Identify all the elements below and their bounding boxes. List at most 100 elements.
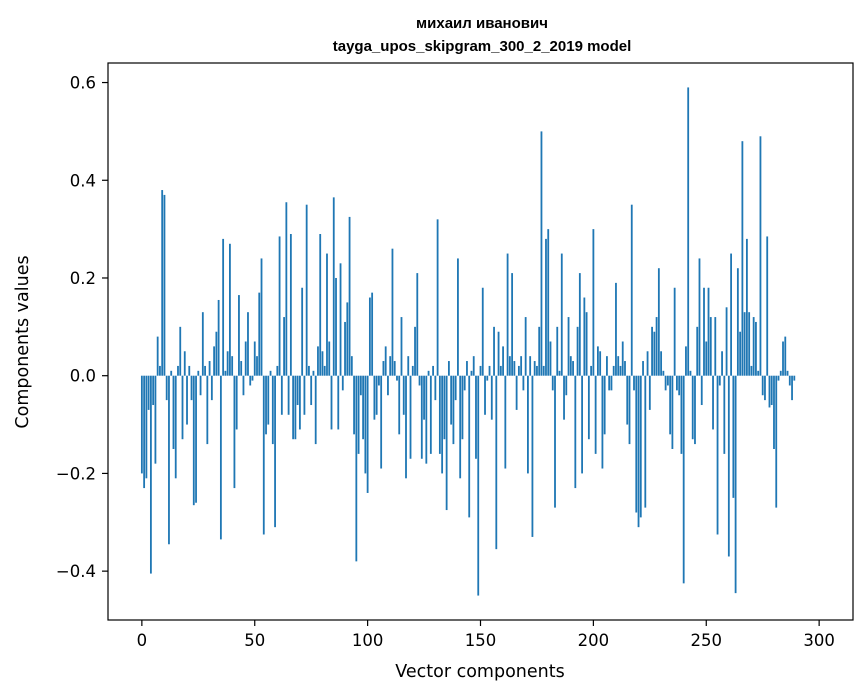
bar-202: [596, 346, 599, 376]
bar-192: [574, 375, 577, 489]
x-tick-label: 0: [137, 631, 148, 650]
bar-110: [389, 356, 392, 376]
bar-52: [258, 292, 261, 376]
bar-283: [779, 370, 782, 376]
bar-233: [666, 375, 669, 386]
bar-140: [457, 258, 459, 376]
bar-208: [610, 375, 613, 391]
bar-230: [660, 351, 663, 376]
x-tick-label: 100: [352, 631, 384, 650]
bar-157: [495, 375, 498, 550]
bar-228: [655, 317, 658, 376]
y-axis-label: Components values: [13, 255, 33, 428]
bar-223: [644, 375, 647, 508]
bar-144: [466, 361, 468, 376]
bar-93: [350, 356, 353, 376]
bar-249: [703, 287, 705, 376]
bar-172: [529, 356, 532, 376]
bar-238: [678, 375, 681, 396]
bar-271: [752, 317, 755, 376]
bar-206: [606, 356, 608, 376]
bar-258: [723, 375, 726, 454]
bar-14: [172, 375, 175, 449]
bar-257: [721, 351, 723, 376]
bar-160: [502, 346, 504, 376]
bar-91: [346, 302, 349, 376]
bar-99: [364, 375, 367, 474]
bar-196: [583, 297, 586, 376]
bar-256: [718, 375, 721, 386]
bar-115: [400, 317, 403, 376]
bar-147: [472, 356, 475, 376]
bar-63: [283, 317, 285, 376]
bar-167: [517, 365, 520, 376]
bar-259: [725, 307, 728, 376]
bar-250: [705, 341, 708, 376]
x-axis-ticks: 0 50 100 150 200 250 300: [137, 620, 835, 650]
bar-108: [384, 346, 387, 376]
bar-198: [587, 375, 590, 440]
bar-165: [513, 361, 516, 376]
bars-group: [140, 87, 796, 596]
y-tick-label: −0.2: [56, 464, 96, 483]
bar-237: [676, 375, 678, 391]
bar-67: [292, 375, 295, 440]
plot-frame: [107, 62, 854, 621]
bar-210: [615, 282, 617, 376]
bar-171: [527, 375, 529, 474]
bar-3: [147, 375, 150, 410]
bar-124: [420, 375, 423, 459]
bar-51: [256, 356, 258, 376]
bar-114: [398, 375, 401, 435]
bar-134: [443, 375, 446, 440]
bar-18: [181, 375, 184, 440]
bar-50: [253, 341, 256, 376]
y-tick-label: 0.0: [70, 367, 96, 386]
bar-161: [504, 375, 507, 469]
bar-277: [766, 236, 769, 376]
bar-80: [321, 351, 324, 376]
bar-48: [249, 375, 252, 386]
bar-181: [549, 341, 552, 376]
bar-89: [341, 375, 344, 391]
bar-254: [714, 317, 717, 376]
bar-46: [244, 341, 247, 376]
bar-133: [441, 375, 444, 474]
bar-213: [621, 341, 624, 376]
bar-59: [274, 375, 276, 528]
bar-139: [454, 375, 457, 401]
bar-126: [425, 375, 428, 464]
bar-84: [330, 375, 333, 430]
bar-265: [739, 331, 742, 376]
bar-150: [479, 365, 482, 376]
bar-39: [229, 243, 231, 376]
bar-162: [506, 253, 509, 376]
bar-76: [312, 370, 315, 376]
bar-203: [599, 351, 602, 376]
bar-106: [380, 375, 383, 469]
bar-19: [183, 351, 186, 376]
bar-195: [581, 375, 583, 474]
bar-117: [405, 375, 407, 479]
bar-75: [310, 375, 313, 406]
bar-185: [558, 370, 561, 376]
bar-121: [414, 326, 416, 376]
bar-282: [777, 375, 780, 381]
bar-182: [551, 375, 554, 391]
bar-289: [793, 375, 796, 381]
bar-179: [545, 238, 547, 376]
bar-8: [159, 365, 161, 376]
bar-22: [190, 375, 193, 401]
bar-281: [775, 375, 778, 508]
bar-149: [477, 375, 480, 596]
bar-287: [788, 375, 791, 386]
x-tick-label: 300: [803, 631, 835, 650]
bar-21: [188, 365, 191, 376]
bar-62: [280, 375, 283, 415]
bar-31: [210, 375, 213, 401]
bar-103: [373, 375, 376, 420]
bar-215: [626, 375, 629, 425]
bar-119: [409, 375, 412, 459]
bar-183: [554, 375, 556, 508]
